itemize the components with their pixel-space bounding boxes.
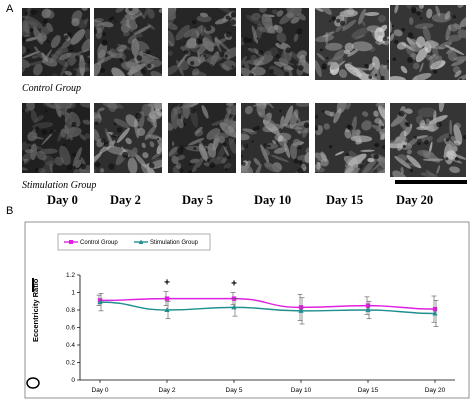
- stimulation-point-3: [298, 308, 304, 313]
- stimulation-group-label: Stimulation Group: [22, 180, 97, 191]
- day-label-10: Day 10: [254, 193, 292, 207]
- legend-control-label: Control Group: [80, 240, 118, 246]
- legend-stimulation-marker: [138, 239, 144, 244]
- stimulation-point-5: [432, 310, 438, 316]
- control-point-1: [164, 296, 170, 301]
- micrograph-stimulation-day20: [390, 103, 466, 177]
- micrograph-stimulation-day0: [22, 103, 90, 173]
- panel-b-letter: B: [6, 205, 14, 217]
- control-point-3: [298, 305, 304, 310]
- stimulation-point-1: [164, 307, 170, 312]
- y-axis-label: Eccentricity Ratio: [31, 278, 40, 342]
- control-series-line: [99, 297, 436, 310]
- x-tick-label-0: Day 0: [92, 387, 109, 394]
- micrograph-control-day15: [315, 8, 389, 80]
- micrograph-control-day0: [22, 8, 90, 76]
- control-point-5: [432, 306, 438, 312]
- y-tick-label-0: 0: [71, 377, 75, 384]
- micrograph-stimulation-day2: [94, 103, 162, 173]
- stimulation-point-4: [365, 307, 371, 312]
- legend-stimulation-label: Stimulation Group: [150, 240, 199, 246]
- x-tick-label-5: Day 20: [425, 387, 446, 394]
- y-axis-label-group: Eccentricity Ratio: [26, 278, 40, 389]
- micrograph-stimulation-day5: [168, 103, 236, 173]
- y-tick-label-3: 0.6: [66, 325, 75, 332]
- stimulation-series-line: [99, 301, 436, 315]
- micrograph-control-day20: [390, 5, 466, 80]
- day-label-15: Day 15: [326, 193, 364, 207]
- x-tick-label-3: Day 10: [291, 387, 312, 394]
- panel-a-letter: A: [6, 3, 14, 15]
- micrograph-control-day2: [94, 8, 162, 76]
- legend-control-marker: [69, 240, 73, 244]
- stimulation-point-0: [97, 299, 103, 305]
- y-tick-label-5: 1: [71, 290, 75, 297]
- control-point-4: [365, 303, 371, 308]
- chart-outer-frame: [24, 221, 470, 399]
- y-tick-label-1: 0.2: [66, 360, 75, 367]
- micrograph-control-day5: [168, 8, 236, 76]
- micrograph-control-day10: [241, 8, 309, 76]
- micrograph-stimulation-day10: [241, 103, 309, 173]
- scale-bar: [395, 180, 467, 184]
- day-label-2: Day 2: [110, 193, 141, 207]
- micrograph-stimulation-day15: [315, 103, 385, 173]
- y-tick-label-6: 1.2: [66, 272, 75, 279]
- control-group-label: Control Group: [22, 83, 81, 94]
- significance-marker-1: +: [231, 279, 237, 290]
- day-label-20: Day 20: [396, 193, 434, 207]
- y-tick-label-4: 0.8: [66, 307, 75, 314]
- legend: Control Group Stimulation Group: [57, 233, 211, 251]
- significance-marker-0: +: [164, 278, 170, 289]
- y-tick-label-2: 0.4: [66, 342, 75, 349]
- day-label-5: Day 5: [182, 193, 213, 207]
- x-tick-label-4: Day 15: [358, 387, 379, 394]
- ylabel-circle-mark: [26, 377, 40, 389]
- x-tick-label-1: Day 2: [159, 387, 176, 394]
- x-tick-label-2: Day 5: [226, 387, 243, 394]
- day-label-0: Day 0: [47, 193, 78, 207]
- stimulation-point-2: [231, 304, 237, 310]
